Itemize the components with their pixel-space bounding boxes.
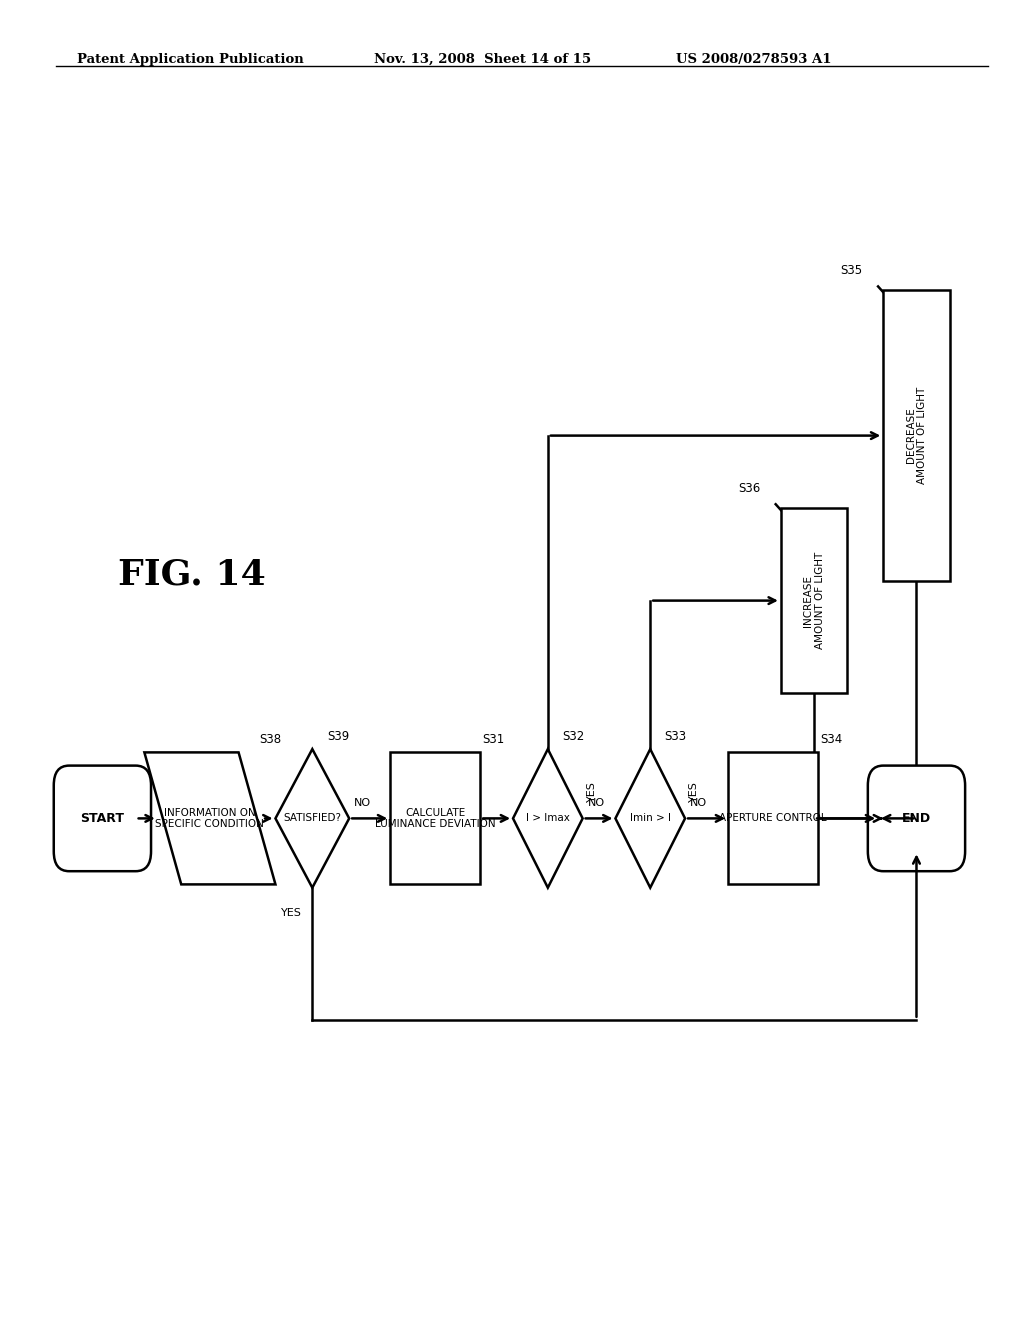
Text: S39: S39	[327, 730, 349, 742]
Text: NO: NO	[690, 797, 708, 808]
Text: I > Imax: I > Imax	[526, 813, 569, 824]
Text: FIG. 14: FIG. 14	[118, 557, 265, 591]
Text: S35: S35	[841, 264, 862, 277]
Polygon shape	[513, 750, 583, 887]
Bar	[883, 290, 950, 581]
FancyBboxPatch shape	[54, 766, 152, 871]
Text: Patent Application Publication: Patent Application Publication	[77, 53, 303, 66]
Polygon shape	[275, 750, 349, 887]
Text: S31: S31	[482, 733, 505, 746]
Text: YES: YES	[689, 781, 699, 803]
Text: Nov. 13, 2008  Sheet 14 of 15: Nov. 13, 2008 Sheet 14 of 15	[374, 53, 591, 66]
Text: S32: S32	[562, 730, 584, 742]
Text: US 2008/0278593 A1: US 2008/0278593 A1	[676, 53, 831, 66]
Text: CALCULATE
LUMINANCE DEVIATION: CALCULATE LUMINANCE DEVIATION	[375, 808, 496, 829]
Text: S34: S34	[820, 733, 843, 746]
Text: INFORMATION ON
SPECIFIC CONDITION: INFORMATION ON SPECIFIC CONDITION	[156, 808, 264, 829]
FancyBboxPatch shape	[868, 766, 965, 871]
Polygon shape	[615, 750, 685, 887]
Bar	[781, 508, 848, 693]
Text: NO: NO	[588, 797, 605, 808]
Polygon shape	[144, 752, 275, 884]
Bar	[390, 752, 480, 884]
Text: START: START	[81, 812, 124, 825]
Text: END: END	[902, 812, 931, 825]
Text: YES: YES	[282, 908, 302, 917]
Text: INCREASE
AMOUNT OF LIGHT: INCREASE AMOUNT OF LIGHT	[803, 552, 825, 649]
Text: APERTURE CONTROL: APERTURE CONTROL	[719, 813, 827, 824]
Text: S36: S36	[738, 482, 760, 495]
Bar	[728, 752, 818, 884]
Text: SATISFIED?: SATISFIED?	[284, 813, 341, 824]
Text: YES: YES	[587, 781, 597, 803]
Text: S33: S33	[665, 730, 686, 742]
Text: DECREASE
AMOUNT OF LIGHT: DECREASE AMOUNT OF LIGHT	[905, 387, 928, 484]
Text: NO: NO	[354, 797, 372, 808]
Text: Imin > I: Imin > I	[630, 813, 671, 824]
Text: S38: S38	[259, 733, 282, 746]
